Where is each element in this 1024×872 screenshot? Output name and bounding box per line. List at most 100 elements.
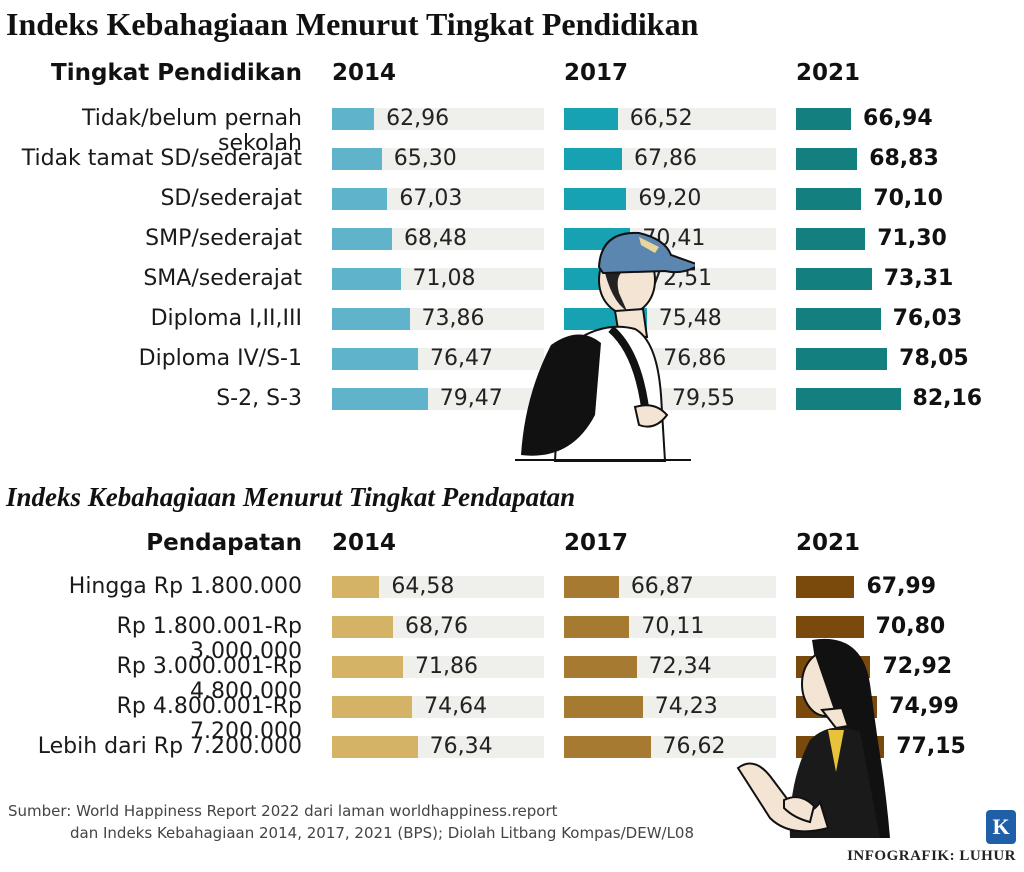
edu-bar-2021 [796,228,866,250]
inc-data-label-2017: 66,87 [630,574,694,599]
inc-data-label-2017: 74,23 [654,694,718,719]
edu-bar-2014 [332,308,410,330]
edu-bar-2014 [332,148,382,170]
edu-data-label-2014: 73,86 [421,306,485,331]
inc-bar-2021 [796,576,855,598]
edu-bar-2021 [796,148,858,170]
inc-year-header-2017: 2017 [564,530,629,556]
edu-data-label-2017: 69,20 [638,186,702,211]
edu-bar-2014 [332,188,388,210]
edu-data-label-2021: 76,03 [892,306,963,331]
edu-category-label: SD/sederajat [160,186,302,211]
edu-bar-2014 [332,348,419,370]
source-line-2: dan Indeks Kebahagiaan 2014, 2017, 2021 … [70,824,695,842]
inc-year-header-2021: 2021 [796,530,861,556]
inc-category-label: Rp 3.000.001-Rp 4.800.000 [116,654,302,704]
edu-category-label: Diploma IV/S-1 [138,346,302,371]
inc-data-label-2021: 72,92 [882,654,953,679]
student-illustration [515,231,695,462]
inc-data-label-2021: 77,15 [896,734,966,759]
edu-category-header: Tingkat Pendidikan [51,60,302,86]
inc-bar-2017 [564,736,651,758]
edu-category-label: S-2, S-3 [216,386,302,411]
inc-bar-2017 [564,576,619,598]
edu-data-label-2021: 66,94 [863,106,933,131]
inc-bar-track [332,576,544,598]
edu-bar-2021 [796,388,901,410]
edu-bar-2021 [796,348,888,370]
edu-bar-2021 [796,108,852,130]
edu-category-label: SMA/sederajat [143,266,302,291]
edu-bar-2014 [332,388,428,410]
edu-data-label-2017: 66,52 [629,106,693,131]
edu-category-label: Diploma I,II,III [150,306,302,331]
education-chart-title: Indeks Kebahagiaan Menurut Tingkat Pendi… [6,6,699,42]
edu-data-label-2014: 68,48 [404,226,468,251]
inc-bar-2021 [796,616,864,638]
inc-bar-2014 [332,736,418,758]
inc-bar-2014 [332,656,404,678]
edu-data-label-2021: 82,16 [912,386,983,411]
edu-data-label-2017: 75,48 [658,306,722,331]
inc-bar-2014 [332,616,393,638]
inc-data-label-2014: 64,58 [391,574,455,599]
edu-bar-2021 [796,188,862,210]
edu-bar-track [332,148,544,170]
edu-data-label-2014: 67,03 [399,186,463,211]
inc-category-label: Hingga Rp 1.800.000 [68,574,302,599]
edu-data-label-2014: 71,08 [412,266,476,291]
source-note: Sumber: World Happiness Report 2022 dari… [8,800,694,844]
inc-data-label-2017: 76,62 [662,734,726,759]
inc-data-label-2021: 70,80 [875,614,946,639]
edu-data-label-2021: 70,10 [873,186,943,211]
income-chart-title: Indeks Kebahagiaan Menurut Tingkat Penda… [6,482,576,512]
edu-bar-2017 [564,188,627,210]
edu-data-label-2014: 76,47 [430,346,493,371]
edu-category-label: Tidak/belum pernah sekolah [82,106,302,156]
inc-data-label-2017: 72,34 [648,654,712,679]
edu-data-label-2017: 67,86 [634,146,698,171]
infographic-credit: INFOGRAFIK: LUHUR [847,848,1016,864]
inc-bar-2017 [564,696,643,718]
edu-data-label-2021: 78,05 [899,346,969,371]
edu-data-label-2017: 76,86 [663,346,727,371]
edu-data-label-2021: 68,83 [869,146,939,171]
edu-data-label-2021: 71,30 [877,226,947,251]
edu-bar-2017 [564,108,618,130]
edu-data-label-2014: 65,30 [393,146,457,171]
edu-bar-track [332,108,544,130]
edu-data-label-2021: 73,31 [883,266,954,291]
edu-year-header-2014: 2014 [332,60,397,86]
inc-data-label-2017: 70,11 [641,614,705,639]
inc-bar-2017 [564,656,637,678]
edu-bar-2014 [332,228,393,250]
inc-category-label: Lebih dari Rp 7.200.000 [37,734,302,759]
edu-data-label-2014: 79,47 [439,386,503,411]
edu-bar-2014 [332,108,375,130]
inc-data-label-2014: 71,86 [415,654,479,679]
edu-bar-2017 [564,148,623,170]
edu-category-label: Tidak tamat SD/sederajat [21,146,302,171]
edu-data-label-2014: 62,96 [386,106,450,131]
inc-data-label-2014: 74,64 [424,694,488,719]
inc-bar-2014 [332,576,380,598]
inc-data-label-2014: 76,34 [429,734,493,759]
edu-data-label-2017: 79,55 [672,386,736,411]
inc-data-label-2021: 67,99 [866,574,937,599]
inc-year-header-2014: 2014 [332,530,397,556]
inc-data-label-2021: 74,99 [889,694,959,719]
kompas-logo: K [986,810,1016,844]
edu-bar-2014 [332,268,401,290]
inc-category-header: Pendapatan [146,530,302,556]
source-line-1: Sumber: World Happiness Report 2022 dari… [8,802,558,820]
edu-year-header-2021: 2021 [796,60,861,86]
inc-category-label: Rp 1.800.001-Rp 3.000.000 [116,614,302,664]
inc-bar-2017 [564,616,630,638]
inc-data-label-2014: 68,76 [404,614,468,639]
edu-category-label: SMP/sederajat [145,226,302,251]
woman-illustration [736,638,890,838]
edu-bar-2021 [796,308,881,330]
inc-bar-2014 [332,696,413,718]
edu-bar-2021 [796,268,872,290]
inc-category-label: Rp 4.800.001-Rp 7.200.000 [116,694,302,744]
